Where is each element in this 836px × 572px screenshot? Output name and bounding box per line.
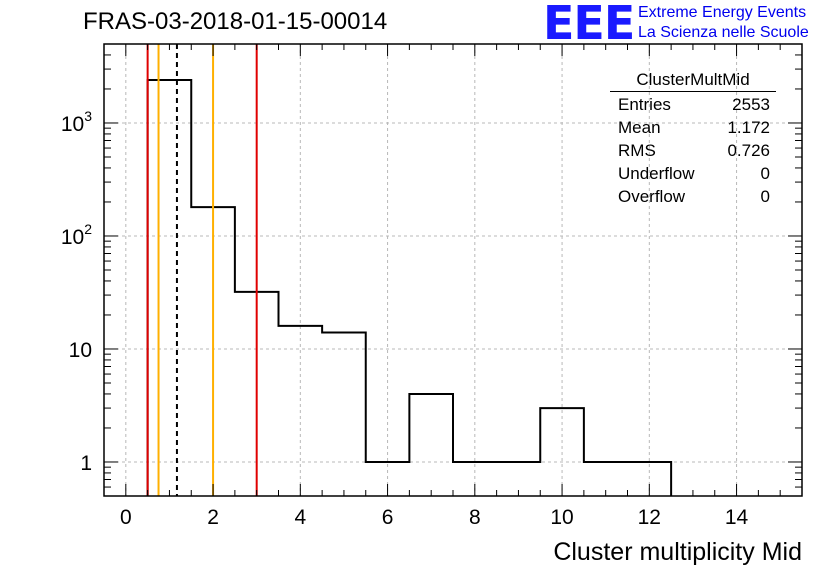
stats-label: Entries (618, 95, 671, 114)
x-tick-label: 6 (382, 506, 394, 529)
x-tick-label: 4 (294, 506, 306, 529)
logo-line-1: Extreme Energy Events (638, 4, 807, 21)
stats-label: Mean (618, 118, 661, 137)
stats-row-rms: RMS 0.726 (610, 139, 776, 162)
stats-row-overflow: Overflow 0 (610, 185, 776, 208)
x-tick-label: 8 (469, 506, 481, 529)
eee-logo-text: Extreme Energy Events La Scienza nelle S… (638, 3, 809, 43)
logo-line-2: La Scienza nelle Scuole (638, 24, 809, 41)
stats-row-mean: Mean 1.172 (610, 116, 776, 139)
x-tick-label: 2 (207, 506, 219, 529)
x-tick-label: 12 (638, 506, 661, 529)
y-tick-label: 102 (61, 221, 92, 249)
stats-value: 1.172 (727, 118, 770, 137)
histogram-line (146, 79, 673, 496)
y-tick-label: 103 (61, 108, 92, 136)
stats-value: 0 (760, 187, 770, 206)
x-tick-label: 0 (120, 506, 132, 529)
y-tick-label: 1 (80, 452, 92, 475)
y-tick-label: 10 (69, 339, 92, 362)
stats-row-underflow: Underflow 0 (610, 162, 776, 185)
stats-value: 0 (760, 164, 770, 183)
stats-row-entries: Entries 2553 (610, 93, 776, 116)
stats-value: 0.726 (727, 141, 770, 160)
stats-title: ClusterMultMid (610, 70, 776, 92)
x-tick-label: 10 (550, 506, 573, 529)
stats-label: RMS (618, 141, 656, 160)
stats-value: 2553 (732, 95, 770, 114)
plot-title: FRAS-03-2018-01-15-00014 (83, 8, 388, 35)
stats-label: Overflow (618, 187, 686, 206)
stats-box: ClusterMultMid Entries 2553 Mean 1.172 R… (610, 70, 776, 208)
eee-logo-mark: EEE (543, 0, 635, 50)
stats-label: Underflow (618, 164, 695, 183)
x-tick-label: 14 (725, 506, 749, 529)
x-axis-label: Cluster multiplicity Mid (553, 538, 802, 566)
